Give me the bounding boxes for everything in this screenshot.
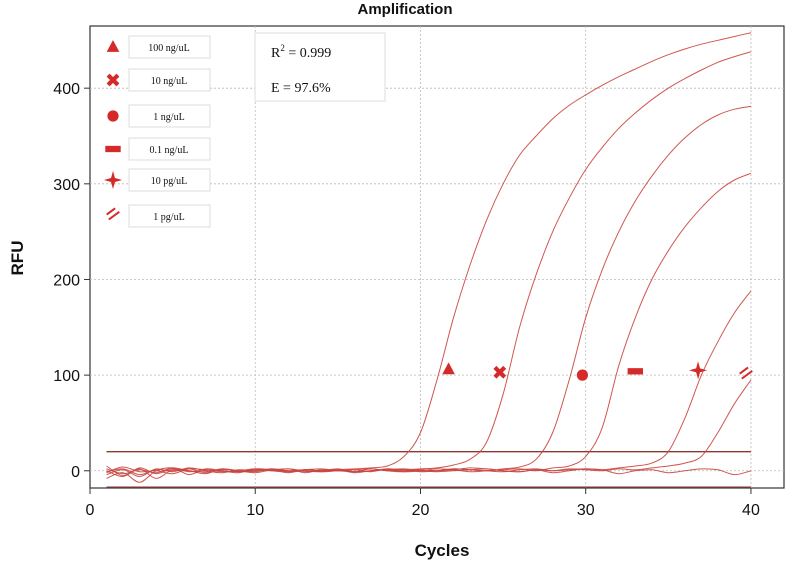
curve-line-series-6 <box>106 466 752 476</box>
legend-label: 1 pg/uL <box>153 212 184 223</box>
plot-area <box>89 25 785 489</box>
marker-x <box>493 365 507 379</box>
legend-marker-star <box>103 170 123 190</box>
r-squared-value: = 0.999 <box>285 46 331 61</box>
x-tick-label: 20 <box>412 502 430 519</box>
x-tick-label: 10 <box>246 502 264 519</box>
legend-label-box <box>128 168 211 192</box>
marker-circle <box>576 369 589 381</box>
legend-label: 10 ng/uL <box>151 76 187 87</box>
y-axis-title: RFU <box>8 241 27 276</box>
r-squared-symbol: R <box>271 46 281 61</box>
y-tick-label: 0 <box>71 464 80 481</box>
legend-label-box <box>128 137 211 161</box>
marker-star <box>688 361 708 380</box>
x-tick-label: 30 <box>577 502 595 519</box>
legend: 100 ng/uL 10 ng/uL 1 ng/uL 0.1 ng/uL 10 pg/u… <box>103 35 211 228</box>
y-tick-label: 200 <box>53 272 80 289</box>
r-squared-exponent: 2 <box>280 43 285 53</box>
chart-title: Amplification <box>357 1 452 18</box>
legend-marker-triangle <box>106 40 120 52</box>
legend-label: 100 ng/uL <box>148 43 189 54</box>
legend-marker-circle <box>107 110 119 122</box>
marker-double-slash <box>739 366 753 380</box>
curve-markers <box>442 361 753 381</box>
legend-label: 1 ng/uL <box>153 112 184 123</box>
y-tick-label: 400 <box>53 81 80 98</box>
grid <box>90 26 784 488</box>
y-tick-label: 300 <box>53 177 80 194</box>
legend-marker-dash <box>105 145 121 153</box>
x-axis-title: Cycles <box>415 541 470 560</box>
efficiency-annotation: E = 97.6% <box>271 81 331 96</box>
amplification-curves <box>106 32 752 488</box>
legend-label: 10 pg/uL <box>151 176 187 187</box>
x-tick-label: 0 <box>86 502 95 519</box>
legend-label-box <box>128 104 211 128</box>
x-tick-label: 40 <box>742 502 760 519</box>
y-tick-label: 100 <box>53 368 80 385</box>
curve-line-series-1 <box>106 51 752 478</box>
marker-triangle <box>442 362 455 375</box>
marker-dash <box>627 368 643 375</box>
legend-marker-double-slash <box>106 207 120 221</box>
legend-label: 0.1 ng/uL <box>150 145 189 156</box>
stats-box-frame <box>254 32 386 102</box>
stats-box: R2 = 0.999 E = 97.6% <box>254 32 386 102</box>
legend-label-box <box>128 204 211 228</box>
legend-label-box <box>128 35 211 59</box>
r-squared-annotation: R2 = 0.999 <box>271 43 331 61</box>
curve-line-series-4 <box>106 290 752 476</box>
legend-marker-x <box>106 73 120 87</box>
legend-label-box <box>128 68 211 92</box>
